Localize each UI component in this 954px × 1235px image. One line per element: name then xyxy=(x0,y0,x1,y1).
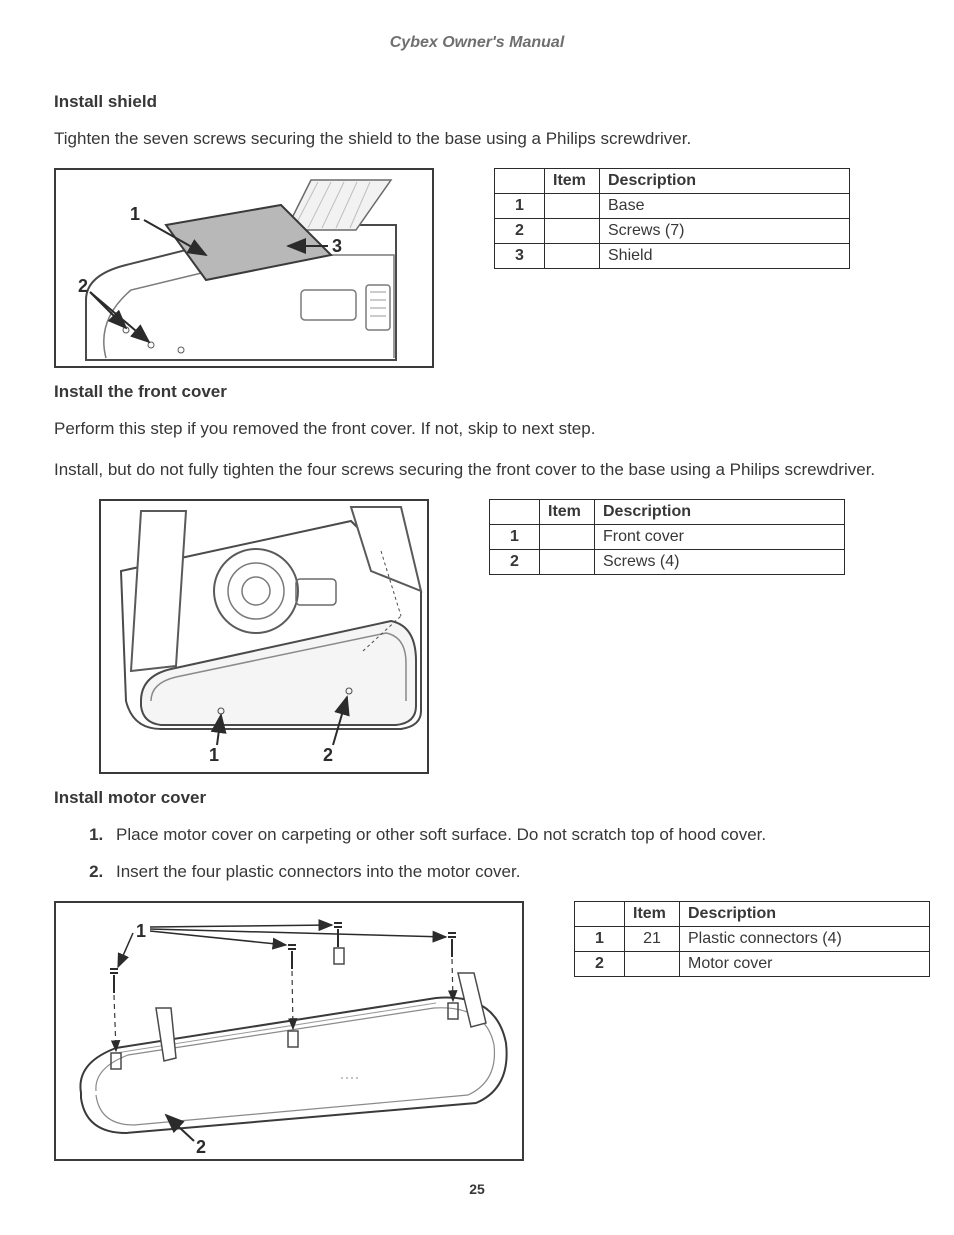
svg-text:2: 2 xyxy=(78,276,88,296)
col-blank-header xyxy=(575,901,625,926)
col-desc-header: Description xyxy=(595,499,845,524)
table-row: 3 Shield xyxy=(495,243,850,268)
section2-heading: Install the front cover xyxy=(54,382,900,402)
col-item-header: Item xyxy=(625,901,680,926)
col-desc-header: Description xyxy=(680,901,930,926)
section1-diagram: 1 2 3 xyxy=(54,168,434,368)
col-desc-header: Description xyxy=(600,168,850,193)
table-header-row: Item Description xyxy=(495,168,850,193)
section3-heading: Install motor cover xyxy=(54,788,900,808)
svg-text:2: 2 xyxy=(196,1137,206,1157)
step-item: Place motor cover on carpeting or other … xyxy=(108,822,900,848)
section3-steps: Place motor cover on carpeting or other … xyxy=(108,822,900,885)
col-item-header: Item xyxy=(545,168,600,193)
table-header-row: Item Description xyxy=(575,901,930,926)
col-item-header: Item xyxy=(540,499,595,524)
section1-heading: Install shield xyxy=(54,92,900,112)
section1-text: Tighten the seven screws securing the sh… xyxy=(54,126,900,152)
header-title: Cybex Owner's Manual xyxy=(54,34,900,52)
section3-table: Item Description 1 21 Plastic connectors… xyxy=(574,901,930,977)
table-row: 1 Front cover xyxy=(490,524,845,549)
col-blank-header xyxy=(490,499,540,524)
svg-text:1: 1 xyxy=(136,921,146,941)
section1-row: 1 2 3 Item Description 1 Base 2 Screws (… xyxy=(54,168,900,368)
section3-diagram: 1 2 xyxy=(54,901,524,1161)
svg-text:1: 1 xyxy=(130,204,140,224)
page-number: 25 xyxy=(54,1181,900,1197)
svg-text:2: 2 xyxy=(323,745,333,765)
section1-table: Item Description 1 Base 2 Screws (7) 3 S… xyxy=(494,168,850,269)
svg-text:1: 1 xyxy=(209,745,219,765)
section2-row: 1 2 Item Description 1 Front cover 2 Scr… xyxy=(99,499,900,774)
section2-text2: Install, but do not fully tighten the fo… xyxy=(54,457,900,483)
svg-text:3: 3 xyxy=(332,236,342,256)
table-row: 2 Motor cover xyxy=(575,951,930,976)
table-row: 1 21 Plastic connectors (4) xyxy=(575,926,930,951)
section2-text1: Perform this step if you removed the fro… xyxy=(54,416,900,442)
section2-diagram: 1 2 xyxy=(99,499,429,774)
section3-row: 1 2 Item Description 1 21 Plastic connec… xyxy=(54,901,900,1161)
col-blank-header xyxy=(495,168,545,193)
table-row: 2 Screws (7) xyxy=(495,218,850,243)
table-row: 1 Base xyxy=(495,193,850,218)
table-row: 2 Screws (4) xyxy=(490,549,845,574)
step-item: Insert the four plastic connectors into … xyxy=(108,859,900,885)
section2-table: Item Description 1 Front cover 2 Screws … xyxy=(489,499,845,575)
table-header-row: Item Description xyxy=(490,499,845,524)
